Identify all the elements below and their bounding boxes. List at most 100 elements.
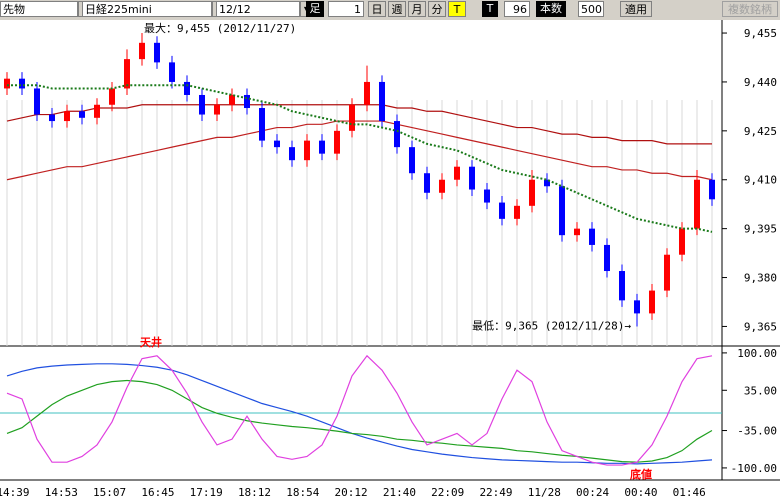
x-tick-label: 00:40 — [624, 486, 657, 499]
candle-body — [319, 140, 325, 154]
candle-body — [424, 173, 430, 193]
candle-body — [469, 166, 475, 190]
x-tick-label: 17:19 — [190, 486, 223, 499]
y-tick-label: -100.00 — [731, 462, 777, 475]
candle-body — [79, 111, 85, 118]
y-tick-label: 9,455 — [744, 27, 777, 40]
candle-body — [34, 88, 40, 115]
candle-body — [124, 59, 130, 89]
candle-body — [574, 228, 580, 236]
button[interactable]: 月 — [408, 1, 426, 17]
line — [6, 379, 713, 463]
candle-body — [589, 228, 595, 245]
annotation: 底値 — [630, 467, 652, 481]
y-tick-label: 35.00 — [744, 384, 777, 397]
candle-body — [349, 104, 355, 131]
candle-body — [529, 179, 535, 206]
candle-body — [649, 290, 655, 314]
candle-body — [709, 179, 715, 200]
y-tick-label: 9,395 — [744, 223, 777, 236]
candle-body — [394, 121, 400, 148]
candle-body — [139, 42, 145, 60]
dropdown[interactable]: 12/12 — [216, 1, 300, 17]
button[interactable]: 日 — [368, 1, 386, 17]
candle-body — [514, 205, 520, 219]
x-tick-label: 14:39 — [0, 486, 30, 499]
candle-body — [634, 300, 640, 314]
x-tick-label: 11/28 — [528, 486, 561, 499]
x-tick-label: 20:12 — [335, 486, 368, 499]
chart: 9,455 9,440 9,425 9,410 9,395 9,380 9,365 最大：9,… — [0, 20, 780, 499]
x-tick-label: 00:24 — [576, 486, 609, 499]
x-tick-label: 18:54 — [286, 486, 319, 499]
candle-body — [229, 94, 235, 105]
candle-body — [49, 114, 55, 122]
line — [6, 120, 713, 181]
button[interactable]: T — [448, 1, 466, 17]
x-tick-label: 22:09 — [431, 486, 464, 499]
candle-body — [4, 78, 10, 89]
candle-body — [109, 88, 115, 105]
y-tick-label: 9,365 — [744, 320, 777, 333]
line — [6, 354, 713, 466]
button[interactable]: 週 — [388, 1, 406, 17]
candle-body — [19, 78, 25, 89]
button[interactable]: T — [482, 1, 498, 17]
y-tick-label: 9,410 — [744, 174, 777, 187]
candle-body — [94, 104, 100, 118]
x-tick-label: 16:45 — [141, 486, 174, 499]
x-tick-label: 22:49 — [479, 486, 512, 499]
candle-body — [199, 94, 205, 115]
button[interactable]: 分 — [428, 1, 446, 17]
candle-body — [214, 104, 220, 115]
candle-body — [619, 271, 625, 301]
candle-body — [499, 202, 505, 219]
candle-body — [274, 140, 280, 148]
candle-body — [64, 111, 70, 122]
candle-body — [484, 189, 490, 203]
candle-body — [334, 130, 340, 154]
input[interactable]: 500 — [578, 1, 604, 17]
candle-body — [439, 179, 445, 193]
annotation: 天井 — [140, 335, 162, 349]
candle-body — [694, 179, 700, 229]
x-tick-label: 01:46 — [673, 486, 706, 499]
candle-body — [379, 81, 385, 122]
candle-body — [409, 147, 415, 174]
candle-body — [664, 254, 670, 291]
button[interactable]: 適用 — [620, 1, 652, 17]
y-tick-label: 9,425 — [744, 125, 777, 138]
button[interactable]: 本数 — [536, 1, 566, 17]
candle-body — [544, 179, 550, 187]
y-tick-label: 100.00 — [737, 347, 777, 360]
candle-body — [454, 166, 460, 180]
button[interactable]: 足 — [306, 1, 324, 17]
candle-body — [154, 42, 160, 63]
candle-body — [559, 186, 565, 236]
x-tick-label: 14:53 — [45, 486, 78, 499]
input[interactable]: 1 — [328, 1, 364, 17]
dropdown[interactable]: 先物 — [0, 1, 78, 17]
y-tick-label: 9,380 — [744, 272, 777, 285]
candle-body — [169, 62, 175, 82]
candle-body — [259, 108, 265, 141]
candle-body — [244, 94, 250, 109]
y-tick-label: 9,440 — [744, 76, 777, 89]
input[interactable]: 96 — [504, 1, 530, 17]
candle-body — [679, 228, 685, 255]
y-tick-label: -35.00 — [737, 425, 777, 438]
x-tick-label: 18:12 — [238, 486, 271, 499]
x-tick-label: 15:07 — [93, 486, 126, 499]
candle-body — [184, 81, 190, 95]
candle-body — [289, 147, 295, 161]
annotation: 最大：9,455 (2012/11/27) — [144, 21, 296, 35]
annotation: 最低：9,365 (2012/11/28)→ — [472, 319, 631, 332]
candle-body — [364, 81, 370, 105]
dropdown[interactable]: 日経225mini — [82, 1, 212, 17]
x-tick-label: 21:40 — [383, 486, 416, 499]
button[interactable]: 複数銘柄 — [722, 1, 778, 17]
line — [6, 104, 712, 145]
candle-body — [604, 244, 610, 272]
